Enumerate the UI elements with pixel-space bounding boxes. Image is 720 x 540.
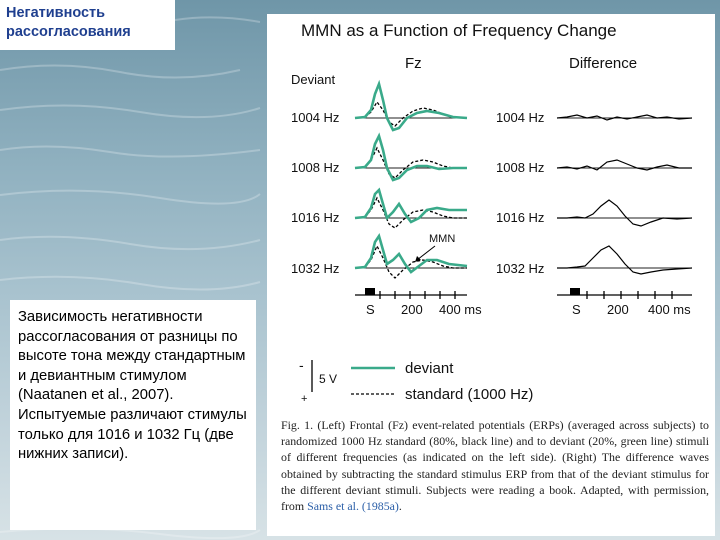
difference-trace-1016 — [557, 199, 693, 227]
scale-plus: + — [301, 393, 307, 405]
difference-label: Difference — [569, 55, 637, 72]
legend-deviant-label: deviant — [405, 360, 454, 377]
row-label-right-1008: 1008 Hz — [496, 160, 544, 175]
time-end-left: 400 ms — [439, 302, 482, 317]
time-start-left: S — [366, 302, 375, 317]
mmn-arrow — [416, 245, 436, 261]
deviant-trace-1016 — [354, 187, 467, 224]
row-label-right-1004: 1004 Hz — [496, 110, 544, 125]
row-label-left-1004: 1004 Hz — [291, 110, 339, 125]
caption-text: Fig. 1. (Left) Frontal (Fz) event-relate… — [281, 418, 709, 514]
time-end-right: 400 ms — [648, 302, 691, 317]
difference-trace-1032 — [557, 245, 693, 275]
figure-panel: MMN as a Function of Frequency Change Fz… — [267, 14, 715, 536]
slide-description: Зависимость негативности рассогласования… — [10, 300, 256, 530]
row-label-right-1032: 1032 Hz — [496, 261, 544, 276]
fz-label: Fz — [405, 55, 422, 72]
standard-trace-1004 — [354, 100, 468, 127]
mmn-arrowhead — [415, 256, 421, 262]
row-label-left-1008: 1008 Hz — [291, 160, 339, 175]
difference-trace-1004 — [556, 114, 693, 121]
scale-value: 5 V — [319, 372, 337, 386]
time-start-right: S — [572, 302, 581, 317]
figure-caption: Fig. 1. (Left) Frontal (Fz) event-relate… — [281, 417, 709, 514]
legend: - + 5 V deviant standard (1000 Hz) — [299, 357, 533, 405]
caption-end: . — [398, 499, 402, 514]
slide-title: Негативность рассогласования — [0, 0, 175, 50]
row-label-left-1032: 1032 Hz — [291, 261, 339, 276]
legend-standard-label: standard (1000 Hz) — [405, 386, 533, 403]
row-label-left-1016: 1016 Hz — [291, 210, 339, 225]
difference-trace-1008 — [556, 159, 692, 171]
time-axis-right — [557, 288, 692, 299]
time-mid-left: 200 — [401, 302, 423, 317]
deviant-trace-1008 — [354, 132, 467, 182]
caption-citation-link[interactable]: Sams et al. (1985a) — [307, 499, 399, 514]
deviant-trace-1032 — [354, 232, 468, 274]
figure-title: MMN as a Function of Frequency Change — [301, 21, 617, 40]
mmn-annotation: MMN — [429, 233, 455, 245]
time-axis-left — [355, 288, 467, 299]
scale-minus: - — [299, 357, 304, 373]
deviant-trace-1004 — [354, 79, 468, 132]
row-label-right-1016: 1016 Hz — [496, 210, 544, 225]
erp-figure: MMN as a Function of Frequency Change Fz… — [291, 21, 693, 405]
time-mid-right: 200 — [607, 302, 629, 317]
deviant-heading: Deviant — [291, 72, 335, 87]
